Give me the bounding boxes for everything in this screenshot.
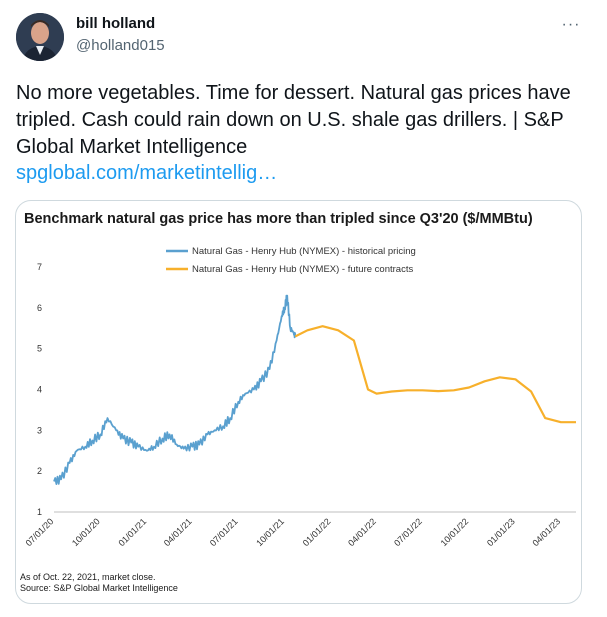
y-tick-label: 3 bbox=[37, 425, 42, 435]
footnote-date: As of Oct. 22, 2021, market close. bbox=[20, 572, 156, 582]
footnote-source: Source: S&P Global Market Intelligence bbox=[20, 583, 178, 593]
legend-label: Natural Gas - Henry Hub (NYMEX) - future… bbox=[192, 264, 413, 275]
tweet-link[interactable]: spglobal.com/marketintellig… bbox=[16, 162, 278, 184]
x-tick-label: 04/01/21 bbox=[162, 516, 194, 548]
more-options-icon[interactable]: ··· bbox=[561, 16, 581, 33]
y-tick-label: 1 bbox=[37, 507, 42, 517]
series-line-historical bbox=[53, 294, 297, 485]
x-tick-label: 01/01/21 bbox=[116, 516, 148, 548]
y-tick-label: 2 bbox=[37, 466, 42, 476]
avatar[interactable] bbox=[16, 13, 64, 61]
y-tick-label: 7 bbox=[37, 262, 42, 272]
avatar-photo bbox=[16, 13, 64, 61]
x-tick-label: 07/01/21 bbox=[208, 516, 240, 548]
x-tick-label: 01/01/23 bbox=[485, 516, 517, 548]
y-tick-label: 4 bbox=[37, 385, 42, 395]
price-chart: 1 2 3 4 5 6 7 07/01/20 10/01/20 01/01/21 04/01/21 0… bbox=[24, 246, 576, 548]
x-tick-label: 10/01/22 bbox=[439, 516, 471, 548]
x-tick-label: 04/01/22 bbox=[346, 516, 378, 548]
chart-title: Benchmark natural gas price has more tha… bbox=[24, 211, 533, 227]
x-tick-label: 07/01/22 bbox=[392, 516, 424, 548]
legend-label: Natural Gas - Henry Hub (NYMEX) - histor… bbox=[192, 246, 416, 257]
chart-image-card[interactable]: Benchmark natural gas price has more tha… bbox=[15, 200, 582, 604]
series-line-futures bbox=[294, 325, 576, 424]
x-tick-label: 07/01/20 bbox=[24, 516, 56, 548]
x-tick-label: 10/01/21 bbox=[254, 516, 286, 548]
y-tick-label: 6 bbox=[37, 303, 42, 313]
author-name[interactable]: bill holland bbox=[76, 15, 156, 32]
y-tick-label: 5 bbox=[37, 344, 42, 354]
tweet-text: No more vegetables. Time for dessert. Na… bbox=[16, 82, 571, 158]
x-tick-label: 10/01/20 bbox=[70, 516, 102, 548]
author-handle[interactable]: @holland015 bbox=[76, 37, 165, 54]
x-tick-label: 01/01/22 bbox=[301, 516, 333, 548]
x-tick-label: 04/01/23 bbox=[530, 516, 562, 548]
